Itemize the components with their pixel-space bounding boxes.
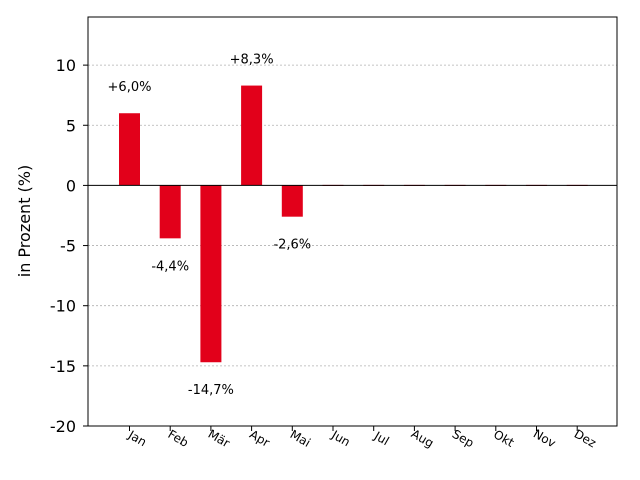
y-tick-label: 0 [66,176,76,195]
data-labels: +6,0% -4,4% -14,7% +8,3% -2,6% [108,53,312,399]
y-tick-label: -10 [50,297,76,316]
x-tick-label: Aug [409,427,436,451]
y-tick-label: -20 [50,417,76,436]
y-axis-ticks: 10 5 0 -5 -10 -15 -20 [50,56,88,436]
x-tick-label: Jun [329,427,353,449]
y-tick-label: -5 [60,237,76,256]
x-tick-label: Apr [247,427,272,450]
x-tick-label: Mär [206,427,233,450]
bars [119,85,588,363]
bar [281,185,303,217]
data-label: +8,3% [230,53,274,68]
bar [119,113,140,186]
data-label: +6,0% [108,80,152,95]
x-tick-label: Jul [371,428,391,448]
x-tick-label: Sep [450,427,477,450]
data-label: -4,4% [151,259,189,274]
x-tick-label: Okt [491,427,517,450]
x-tick-label: Feb [165,427,190,450]
bar [200,185,222,363]
y-tick-label: 5 [66,116,76,135]
bar [241,85,263,186]
bar [159,185,181,239]
plot-area-frame [87,16,618,427]
y-tick-label: -15 [50,357,76,376]
x-tick-label: Jan [125,427,149,449]
data-label: -2,6% [273,238,311,253]
x-tick-label: Dez [572,427,599,451]
y-tick-label: 10 [56,56,76,75]
x-tick-label: Mai [288,427,313,450]
data-label: -14,7% [188,383,234,398]
x-tick-label: Nov [531,427,558,451]
x-axis-ticks: Jan Feb Mär Apr Mai Jun Jul Aug Sep Okt Nov Dez [125,426,599,450]
gridlines [88,64,617,427]
y-axis-title: in Prozent (%) [15,165,34,277]
